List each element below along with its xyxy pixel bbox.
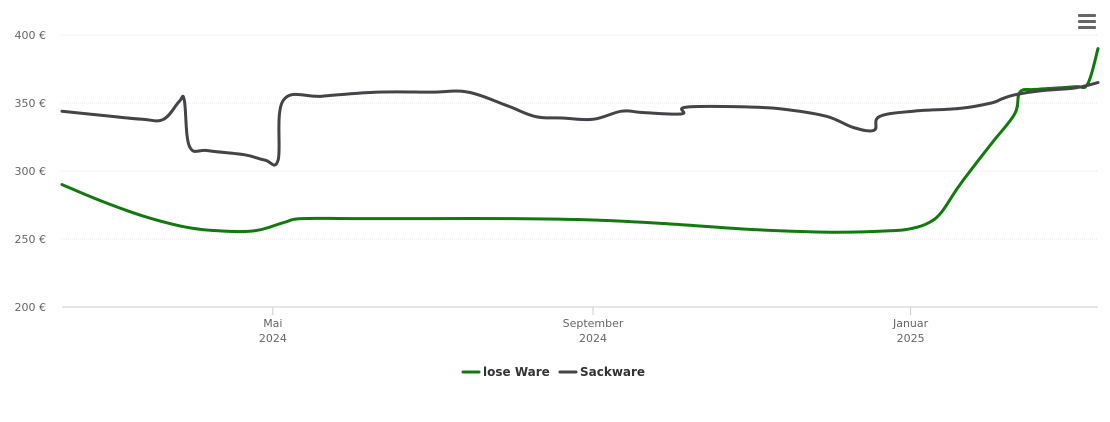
legend-item[interactable]: lose Ware — [461, 365, 550, 379]
legend-item[interactable]: Sackware — [558, 365, 645, 379]
x-tick-year-label: 2024 — [579, 332, 607, 345]
x-tick-month-label: Mai — [263, 317, 282, 330]
legend-label: lose Ware — [483, 365, 550, 379]
legend-label: Sackware — [580, 365, 645, 379]
y-tick-label: 300 € — [15, 165, 47, 178]
y-tick-label: 400 € — [15, 29, 47, 42]
gridlines — [62, 34, 1098, 240]
x-tick-month-label: Januar — [892, 317, 929, 330]
hamburger-menu-icon[interactable] — [1076, 12, 1098, 32]
x-axis: Mai 2024 September 2024 Januar 2025 — [259, 307, 929, 345]
menu-bar — [1078, 14, 1096, 17]
series — [60, 47, 1100, 234]
y-tick-label: 250 € — [15, 233, 47, 246]
x-tick-month-label: September — [563, 317, 624, 330]
y-axis: 200 € 250 € 300 € 350 € 400 € — [15, 29, 47, 314]
menu-bar — [1078, 26, 1096, 29]
menu-bar — [1078, 20, 1096, 23]
y-tick-label: 200 € — [15, 301, 47, 314]
series-line-lose-ware[interactable] — [60, 47, 1100, 234]
y-tick-label: 350 € — [15, 97, 47, 110]
x-tick-year-label: 2025 — [897, 332, 925, 345]
x-tick-year-label: 2024 — [259, 332, 287, 345]
legend: lose Ware Sackware — [461, 365, 645, 379]
series-line-sackware[interactable] — [60, 81, 1100, 167]
